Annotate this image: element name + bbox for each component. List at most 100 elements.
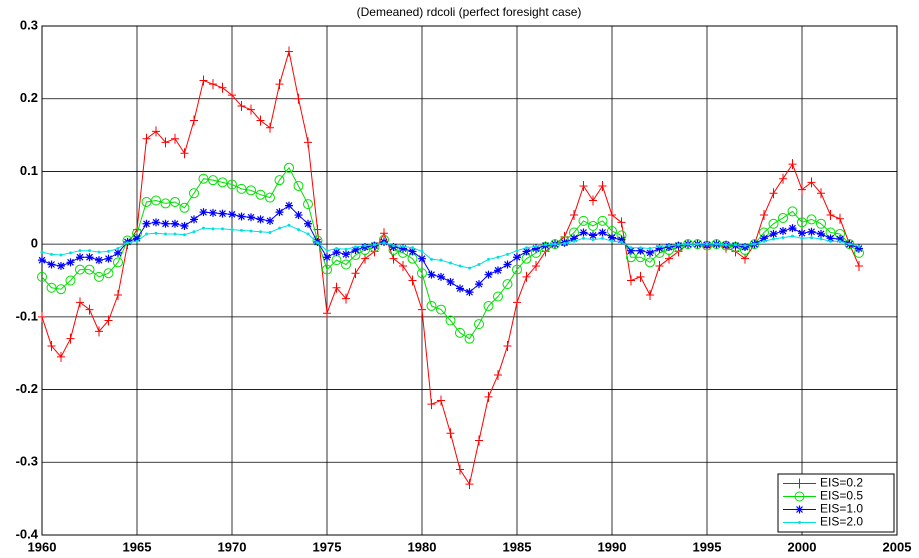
marker bbox=[401, 244, 405, 248]
marker bbox=[335, 247, 338, 251]
marker bbox=[483, 300, 494, 311]
marker bbox=[465, 288, 474, 297]
marker bbox=[464, 333, 475, 344]
marker bbox=[836, 235, 844, 244]
marker bbox=[285, 46, 293, 57]
marker bbox=[522, 247, 531, 256]
marker bbox=[627, 275, 635, 286]
chart-title: (Demeaned) rdcoli (perfect foresight cas… bbox=[357, 5, 582, 19]
marker bbox=[217, 177, 228, 188]
marker bbox=[266, 122, 274, 133]
marker bbox=[259, 230, 262, 234]
marker bbox=[627, 246, 635, 255]
marker bbox=[114, 290, 122, 301]
marker bbox=[192, 230, 196, 234]
marker bbox=[608, 233, 616, 242]
marker bbox=[838, 239, 842, 243]
marker bbox=[88, 249, 91, 253]
marker bbox=[268, 231, 272, 235]
marker bbox=[408, 247, 417, 256]
marker bbox=[240, 228, 243, 232]
y-tick-label: 0 bbox=[31, 236, 38, 251]
marker bbox=[249, 229, 253, 233]
x-tick-label: 2005 bbox=[883, 539, 912, 554]
marker bbox=[116, 247, 120, 251]
marker bbox=[798, 229, 806, 238]
marker bbox=[190, 215, 198, 224]
y-tick-label: -0.1 bbox=[16, 308, 38, 323]
marker bbox=[114, 248, 122, 257]
x-tick-label: 1965 bbox=[123, 539, 152, 554]
marker bbox=[534, 244, 538, 248]
marker bbox=[208, 175, 218, 186]
marker bbox=[382, 241, 386, 245]
marker bbox=[342, 293, 350, 304]
marker bbox=[532, 244, 540, 253]
marker bbox=[772, 237, 775, 241]
marker bbox=[227, 179, 237, 190]
marker bbox=[816, 218, 826, 229]
y-tick-label: 0.3 bbox=[20, 17, 38, 32]
marker bbox=[294, 93, 303, 104]
marker bbox=[636, 271, 645, 282]
marker bbox=[285, 201, 293, 210]
marker bbox=[563, 241, 566, 245]
marker bbox=[787, 206, 798, 217]
marker bbox=[38, 256, 46, 265]
marker bbox=[800, 236, 804, 240]
marker bbox=[65, 275, 76, 286]
marker bbox=[145, 232, 148, 236]
marker bbox=[760, 234, 768, 243]
marker bbox=[399, 244, 407, 253]
marker bbox=[274, 175, 285, 186]
marker bbox=[351, 268, 360, 279]
marker bbox=[332, 248, 341, 257]
marker bbox=[170, 196, 180, 207]
y-tick-label: 0.2 bbox=[20, 90, 38, 105]
marker bbox=[474, 319, 484, 330]
marker bbox=[655, 260, 664, 271]
marker bbox=[578, 215, 589, 226]
legend-marker bbox=[795, 478, 804, 489]
marker bbox=[857, 244, 861, 248]
marker bbox=[256, 215, 265, 224]
marker bbox=[287, 223, 291, 227]
marker bbox=[807, 227, 816, 236]
marker bbox=[266, 216, 274, 225]
marker bbox=[389, 253, 398, 264]
marker bbox=[456, 464, 464, 475]
marker bbox=[553, 242, 557, 246]
x-tick-label: 1970 bbox=[218, 539, 247, 554]
marker bbox=[734, 243, 737, 247]
marker bbox=[768, 218, 779, 229]
marker bbox=[171, 219, 179, 228]
marker bbox=[608, 210, 616, 221]
marker bbox=[449, 261, 452, 265]
marker bbox=[38, 311, 46, 322]
marker bbox=[363, 244, 367, 248]
marker bbox=[779, 227, 787, 236]
marker bbox=[515, 249, 519, 253]
marker bbox=[332, 282, 341, 293]
marker bbox=[354, 245, 357, 249]
marker bbox=[715, 242, 718, 246]
marker bbox=[247, 213, 255, 222]
marker bbox=[570, 234, 578, 243]
marker bbox=[817, 188, 825, 199]
marker bbox=[322, 264, 332, 275]
marker bbox=[589, 231, 597, 240]
marker bbox=[95, 256, 103, 265]
x-tick-label: 1995 bbox=[693, 539, 722, 554]
legend-marker bbox=[794, 491, 805, 502]
marker bbox=[446, 428, 455, 439]
marker bbox=[297, 228, 300, 232]
marker bbox=[344, 247, 348, 251]
marker bbox=[430, 257, 433, 261]
y-tick-label: 0.1 bbox=[20, 163, 38, 178]
marker bbox=[436, 304, 446, 315]
marker bbox=[304, 137, 312, 148]
marker bbox=[525, 246, 528, 250]
marker bbox=[639, 246, 642, 250]
